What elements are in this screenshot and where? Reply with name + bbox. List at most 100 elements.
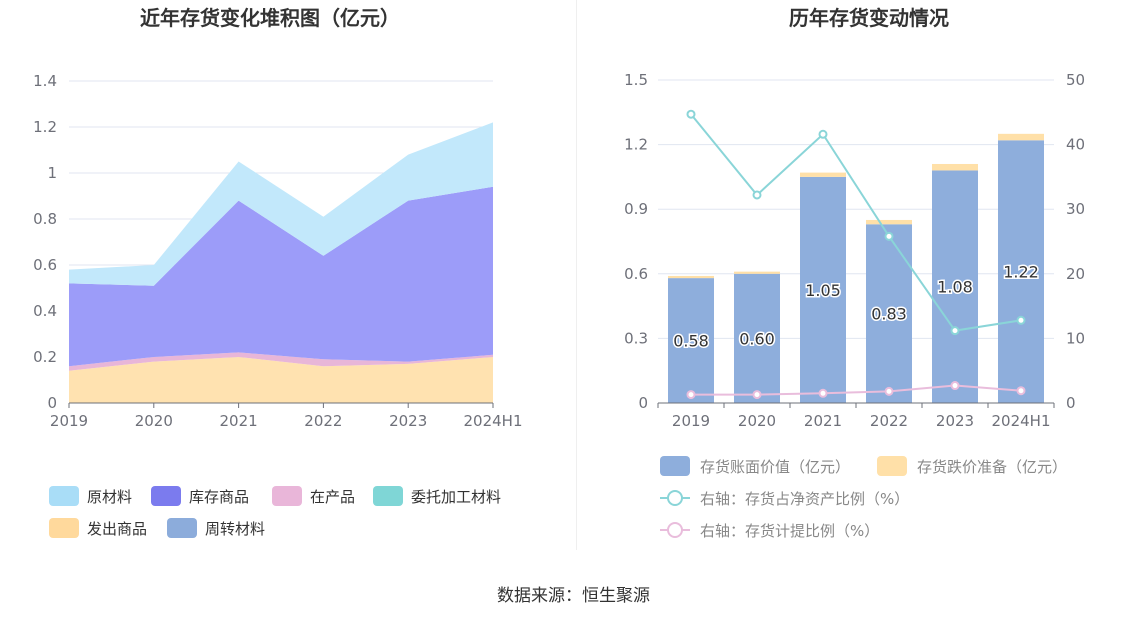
bar-value-label: 0.60 bbox=[739, 329, 775, 348]
line-point bbox=[1016, 315, 1026, 325]
left-legend-label: 发出商品 bbox=[87, 520, 147, 538]
source-text: 数据来源：恒生聚源 bbox=[497, 586, 650, 606]
left-y-tick: 1.4 bbox=[33, 72, 57, 90]
left-y-tick: 1.2 bbox=[33, 118, 57, 136]
bar-value-label: 0.58 bbox=[673, 332, 709, 351]
bar-存货跌价准备（亿元） bbox=[800, 172, 846, 177]
right-legend-swatch bbox=[877, 456, 907, 476]
right-axis: 0 0.3 0.6 0.9 1.2 1.5 0 10 20 30 40 50 2019 2020 2021 2… bbox=[624, 71, 1085, 430]
right-y-tick: 0.9 bbox=[624, 200, 648, 218]
bar-value-label: 1.22 bbox=[1003, 263, 1039, 282]
left-chart-title: 近年存货变化堆积图（亿元） bbox=[140, 6, 400, 30]
right-legend: 存货账面价值（亿元） 存货跌价准备（亿元） 右轴：存货占净资产比例（%） 右轴：存货计… bbox=[660, 456, 1067, 540]
right-bars: 0.58 0.60 1.05 0.83 1.08 1.22 bbox=[668, 133, 1044, 403]
right-y2-tick: 50 bbox=[1066, 71, 1085, 89]
bar-存货跌价准备（亿元） bbox=[932, 163, 978, 171]
bar-存货账面价值（亿元） bbox=[668, 278, 714, 403]
left-legend-label: 原材料 bbox=[87, 488, 132, 506]
right-y-tick: 0.6 bbox=[624, 265, 648, 283]
line-point bbox=[686, 109, 696, 119]
right-legend-label: 存货账面价值（亿元） bbox=[700, 458, 850, 476]
right-x-tick: 2021 bbox=[804, 412, 842, 430]
bar-存货跌价准备（亿元） bbox=[668, 275, 714, 279]
left-y-tick: 0.2 bbox=[33, 348, 57, 366]
left-legend-swatch bbox=[151, 486, 181, 506]
left-legend-label: 在产品 bbox=[310, 488, 355, 506]
line-point bbox=[1016, 386, 1026, 396]
left-y-tick: 1 bbox=[47, 164, 57, 182]
line-point bbox=[884, 386, 894, 396]
bar-存货账面价值（亿元） bbox=[998, 140, 1044, 403]
line-point bbox=[950, 326, 960, 336]
right-bar-line-chart: 历年存货变动情况 0.58 0.601.050.831.081.22 00.30.… bbox=[624, 6, 1085, 540]
left-y-tick: 0.8 bbox=[33, 210, 57, 228]
line-右轴：存货占净资产比例（%） bbox=[690, 113, 1022, 332]
right-legend-swatch bbox=[660, 456, 690, 476]
right-legend-marker bbox=[667, 490, 683, 506]
left-legend-swatch bbox=[167, 518, 197, 538]
area-库存商品 bbox=[69, 186, 493, 367]
right-legend-label: 右轴：存货计提比例（%） bbox=[700, 522, 879, 540]
left-x-tick: 2023 bbox=[389, 412, 427, 430]
left-x-tick: 2022 bbox=[304, 412, 342, 430]
left-x-tick: 2020 bbox=[135, 412, 173, 430]
right-lines bbox=[686, 109, 1026, 400]
line-point bbox=[818, 388, 828, 398]
line-point bbox=[884, 231, 894, 241]
line-point bbox=[752, 190, 762, 200]
right-y2-tick: 20 bbox=[1066, 265, 1085, 283]
left-legend-label: 委托加工材料 bbox=[411, 488, 501, 506]
left-areas bbox=[69, 122, 493, 403]
right-y2-tick: 40 bbox=[1066, 136, 1085, 154]
left-legend-label: 周转材料 bbox=[205, 520, 265, 538]
bar-存货跌价准备（亿元） bbox=[998, 133, 1044, 141]
right-grid bbox=[658, 79, 1054, 339]
right-legend-label: 右轴：存货占净资产比例（%） bbox=[700, 490, 909, 508]
area-发出商品 bbox=[69, 357, 493, 403]
right-y2-tick: 0 bbox=[1066, 394, 1076, 412]
line-point bbox=[818, 129, 828, 139]
right-y-tick: 1.5 bbox=[624, 71, 648, 89]
line-右轴：存货计提比例（%） bbox=[691, 384, 1022, 396]
right-x-tick: 2022 bbox=[870, 412, 908, 430]
left-legend-swatch bbox=[373, 486, 403, 506]
right-y2-tick: 10 bbox=[1066, 329, 1085, 347]
right-x-tick: 2024H1 bbox=[992, 412, 1051, 430]
left-legend-swatch bbox=[272, 486, 302, 506]
right-legend-marker bbox=[667, 522, 683, 538]
area-在产品 bbox=[69, 352, 493, 371]
line-point bbox=[686, 390, 696, 400]
left-legend-swatch bbox=[49, 486, 79, 506]
right-y2-tick: 30 bbox=[1066, 200, 1085, 218]
left-axis: 0 0.2 0.4 0.6 0.8 1 1.2 1.4 2019 2020 2021 2022 2023… bbox=[33, 72, 522, 430]
right-y-tick: 0 bbox=[638, 394, 648, 412]
left-y-tick: 0.4 bbox=[33, 302, 57, 320]
bar-value-label: 1.05 bbox=[805, 281, 841, 300]
bar-value-label: 1.08 bbox=[937, 278, 973, 297]
left-legend-label: 库存商品 bbox=[189, 488, 249, 506]
left-y-tick: 0.6 bbox=[33, 256, 57, 274]
bar-存货账面价值（亿元） bbox=[932, 170, 978, 403]
line-point bbox=[950, 381, 960, 391]
right-x-tick: 2020 bbox=[738, 412, 776, 430]
right-y-tick: 1.2 bbox=[624, 136, 648, 154]
right-y-tick: 0.3 bbox=[624, 329, 648, 347]
left-y-tick: 0 bbox=[47, 394, 57, 412]
right-x-tick: 2023 bbox=[936, 412, 974, 430]
bar-存货跌价准备（亿元） bbox=[866, 219, 912, 225]
right-x-tick: 2019 bbox=[672, 412, 710, 430]
bar-存货账面价值（亿元） bbox=[800, 176, 846, 403]
area-原材料 bbox=[69, 122, 493, 286]
left-x-tick: 2019 bbox=[50, 412, 88, 430]
right-legend-label: 存货跌价准备（亿元） bbox=[917, 458, 1067, 476]
left-x-tick: 2021 bbox=[220, 412, 258, 430]
left-legend-swatch bbox=[49, 518, 79, 538]
left-area-chart: 近年存货变化堆积图（亿元） 0 0.2 0.4 0.6 0.8 1 1.2 1.4 2019 20… bbox=[33, 6, 523, 538]
left-x-tick: 2024H1 bbox=[464, 412, 523, 430]
bar-存货跌价准备（亿元） bbox=[734, 271, 780, 274]
right-chart-title: 历年存货变动情况 bbox=[789, 6, 949, 30]
divider bbox=[576, 0, 577, 550]
bar-value-label: 0.83 bbox=[871, 305, 907, 324]
bar-存货账面价值（亿元） bbox=[734, 273, 780, 403]
